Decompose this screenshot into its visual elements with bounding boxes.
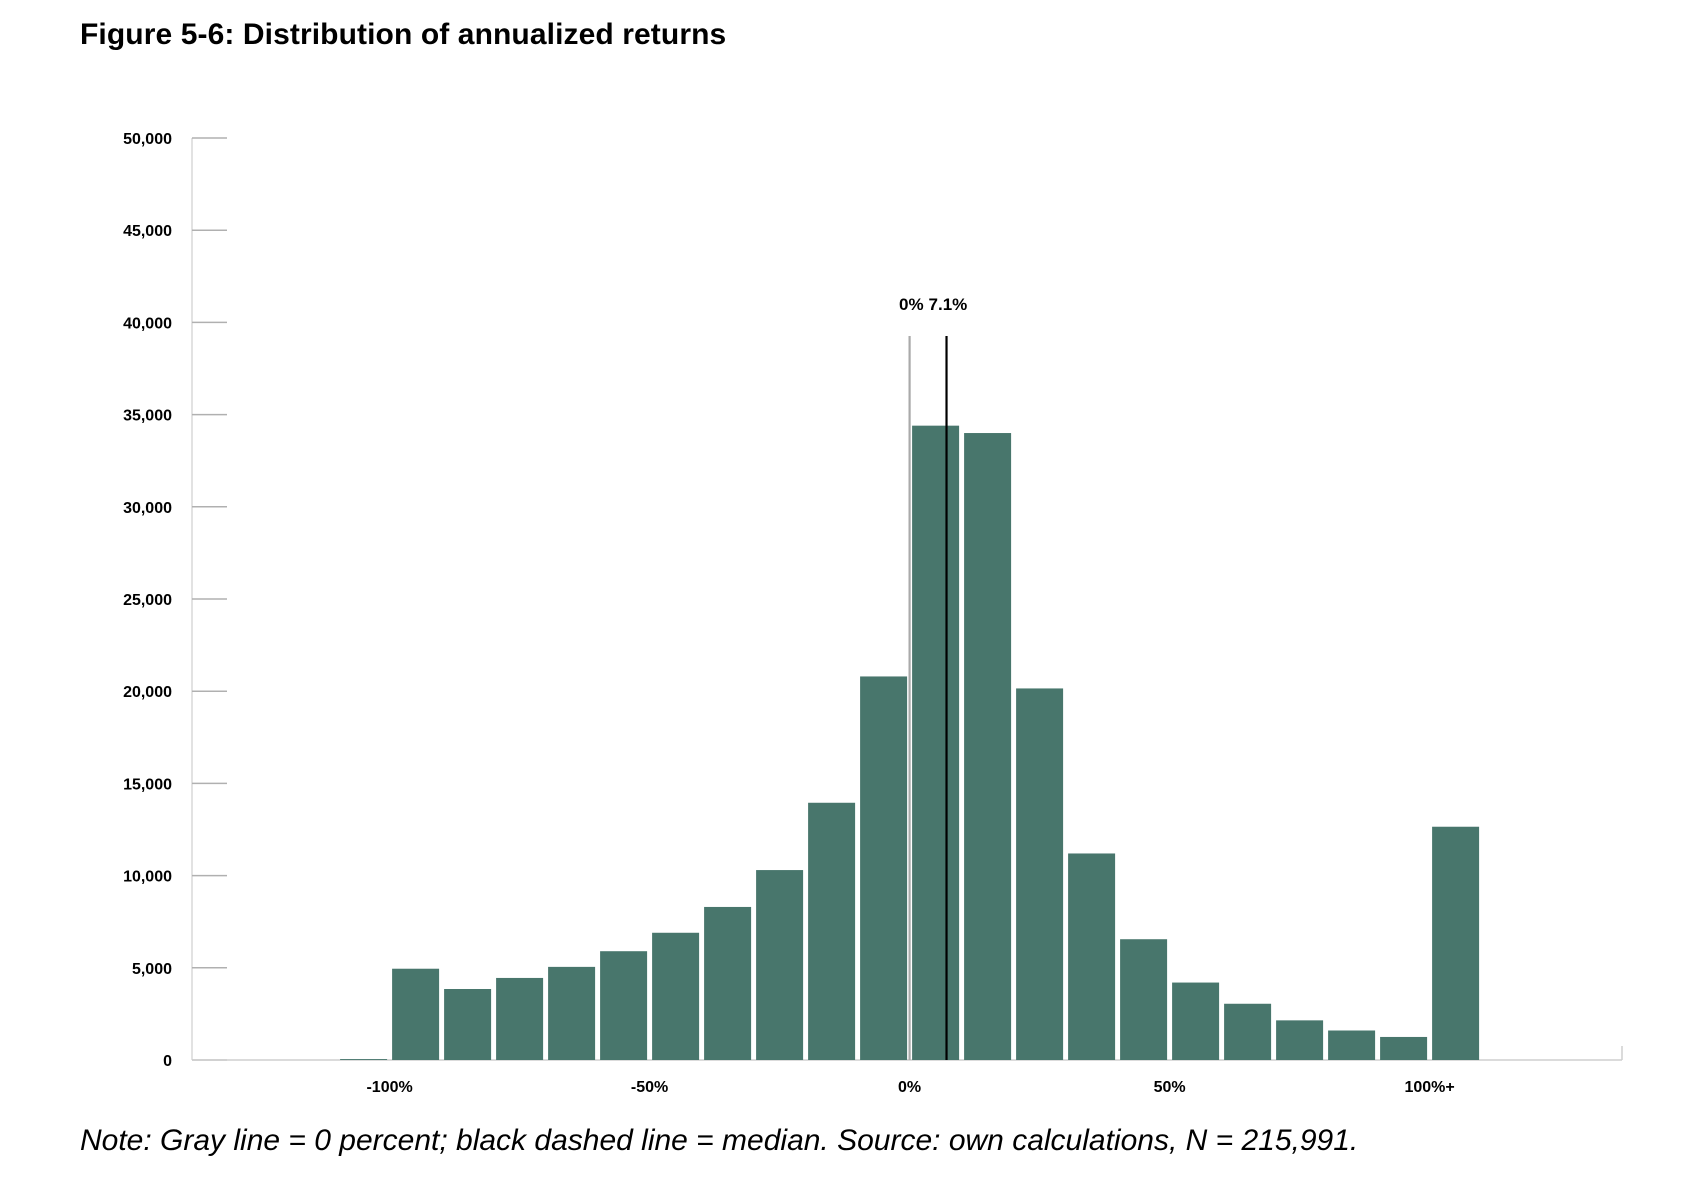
histogram-bar xyxy=(444,989,492,1060)
x-tick-label: 50% xyxy=(1154,1079,1186,1096)
x-tick-label: -50% xyxy=(631,1079,668,1096)
histogram-bar xyxy=(496,977,544,1060)
histogram-bar xyxy=(340,1059,388,1060)
y-tick-label: 50,000 xyxy=(123,131,172,148)
median-reference-label: 7.1% xyxy=(929,295,968,314)
x-tick-label: 100%+ xyxy=(1404,1079,1454,1096)
histogram-bar xyxy=(1172,982,1220,1060)
histogram-bar xyxy=(1016,688,1064,1060)
y-tick-label: 15,000 xyxy=(123,776,172,793)
histogram-bars xyxy=(340,425,1480,1060)
y-tick-label: 35,000 xyxy=(123,408,172,425)
histogram-bar xyxy=(392,968,440,1060)
y-tick-label: 10,000 xyxy=(123,869,172,886)
y-tick-label: 20,000 xyxy=(123,684,172,701)
histogram-bar xyxy=(1276,1020,1324,1060)
histogram-bar xyxy=(1224,1003,1272,1060)
x-tick-label: 0% xyxy=(898,1079,921,1096)
y-tick-label: 40,000 xyxy=(123,315,172,332)
histogram-bar xyxy=(964,433,1012,1060)
histogram-bar xyxy=(808,802,856,1060)
zero-reference-label: 0% xyxy=(899,295,924,314)
histogram-bar xyxy=(652,932,700,1060)
y-axis: 0 5,000 10,000 15,000 20,000 25,000 30,000 35,0… xyxy=(123,131,227,1070)
figure-note: Note: Gray line = 0 percent; black dashe… xyxy=(80,1124,1359,1157)
histogram-bar xyxy=(1432,826,1480,1060)
histogram-bar xyxy=(704,906,752,1060)
histogram-bar xyxy=(548,966,596,1060)
histogram-bar xyxy=(912,425,960,1060)
y-tick-label: 25,000 xyxy=(123,592,172,609)
histogram-bar xyxy=(600,951,648,1060)
figure-title: Figure 5-6: Distribution of annualized r… xyxy=(80,18,727,51)
histogram-bar xyxy=(860,676,908,1060)
x-tick-label: -100% xyxy=(366,1079,412,1096)
histogram-bar xyxy=(1328,1030,1376,1060)
histogram-bar xyxy=(756,870,804,1060)
reference-lines: 0% 7.1% xyxy=(899,295,967,1060)
y-tick-label: 30,000 xyxy=(123,500,172,517)
y-tick-label: 45,000 xyxy=(123,223,172,240)
histogram-bar xyxy=(1068,853,1116,1060)
y-tick-label: 0 xyxy=(163,1053,172,1070)
histogram-bar xyxy=(1120,939,1168,1060)
histogram-bar xyxy=(1380,1036,1428,1060)
y-tick-label: 5,000 xyxy=(132,961,172,978)
